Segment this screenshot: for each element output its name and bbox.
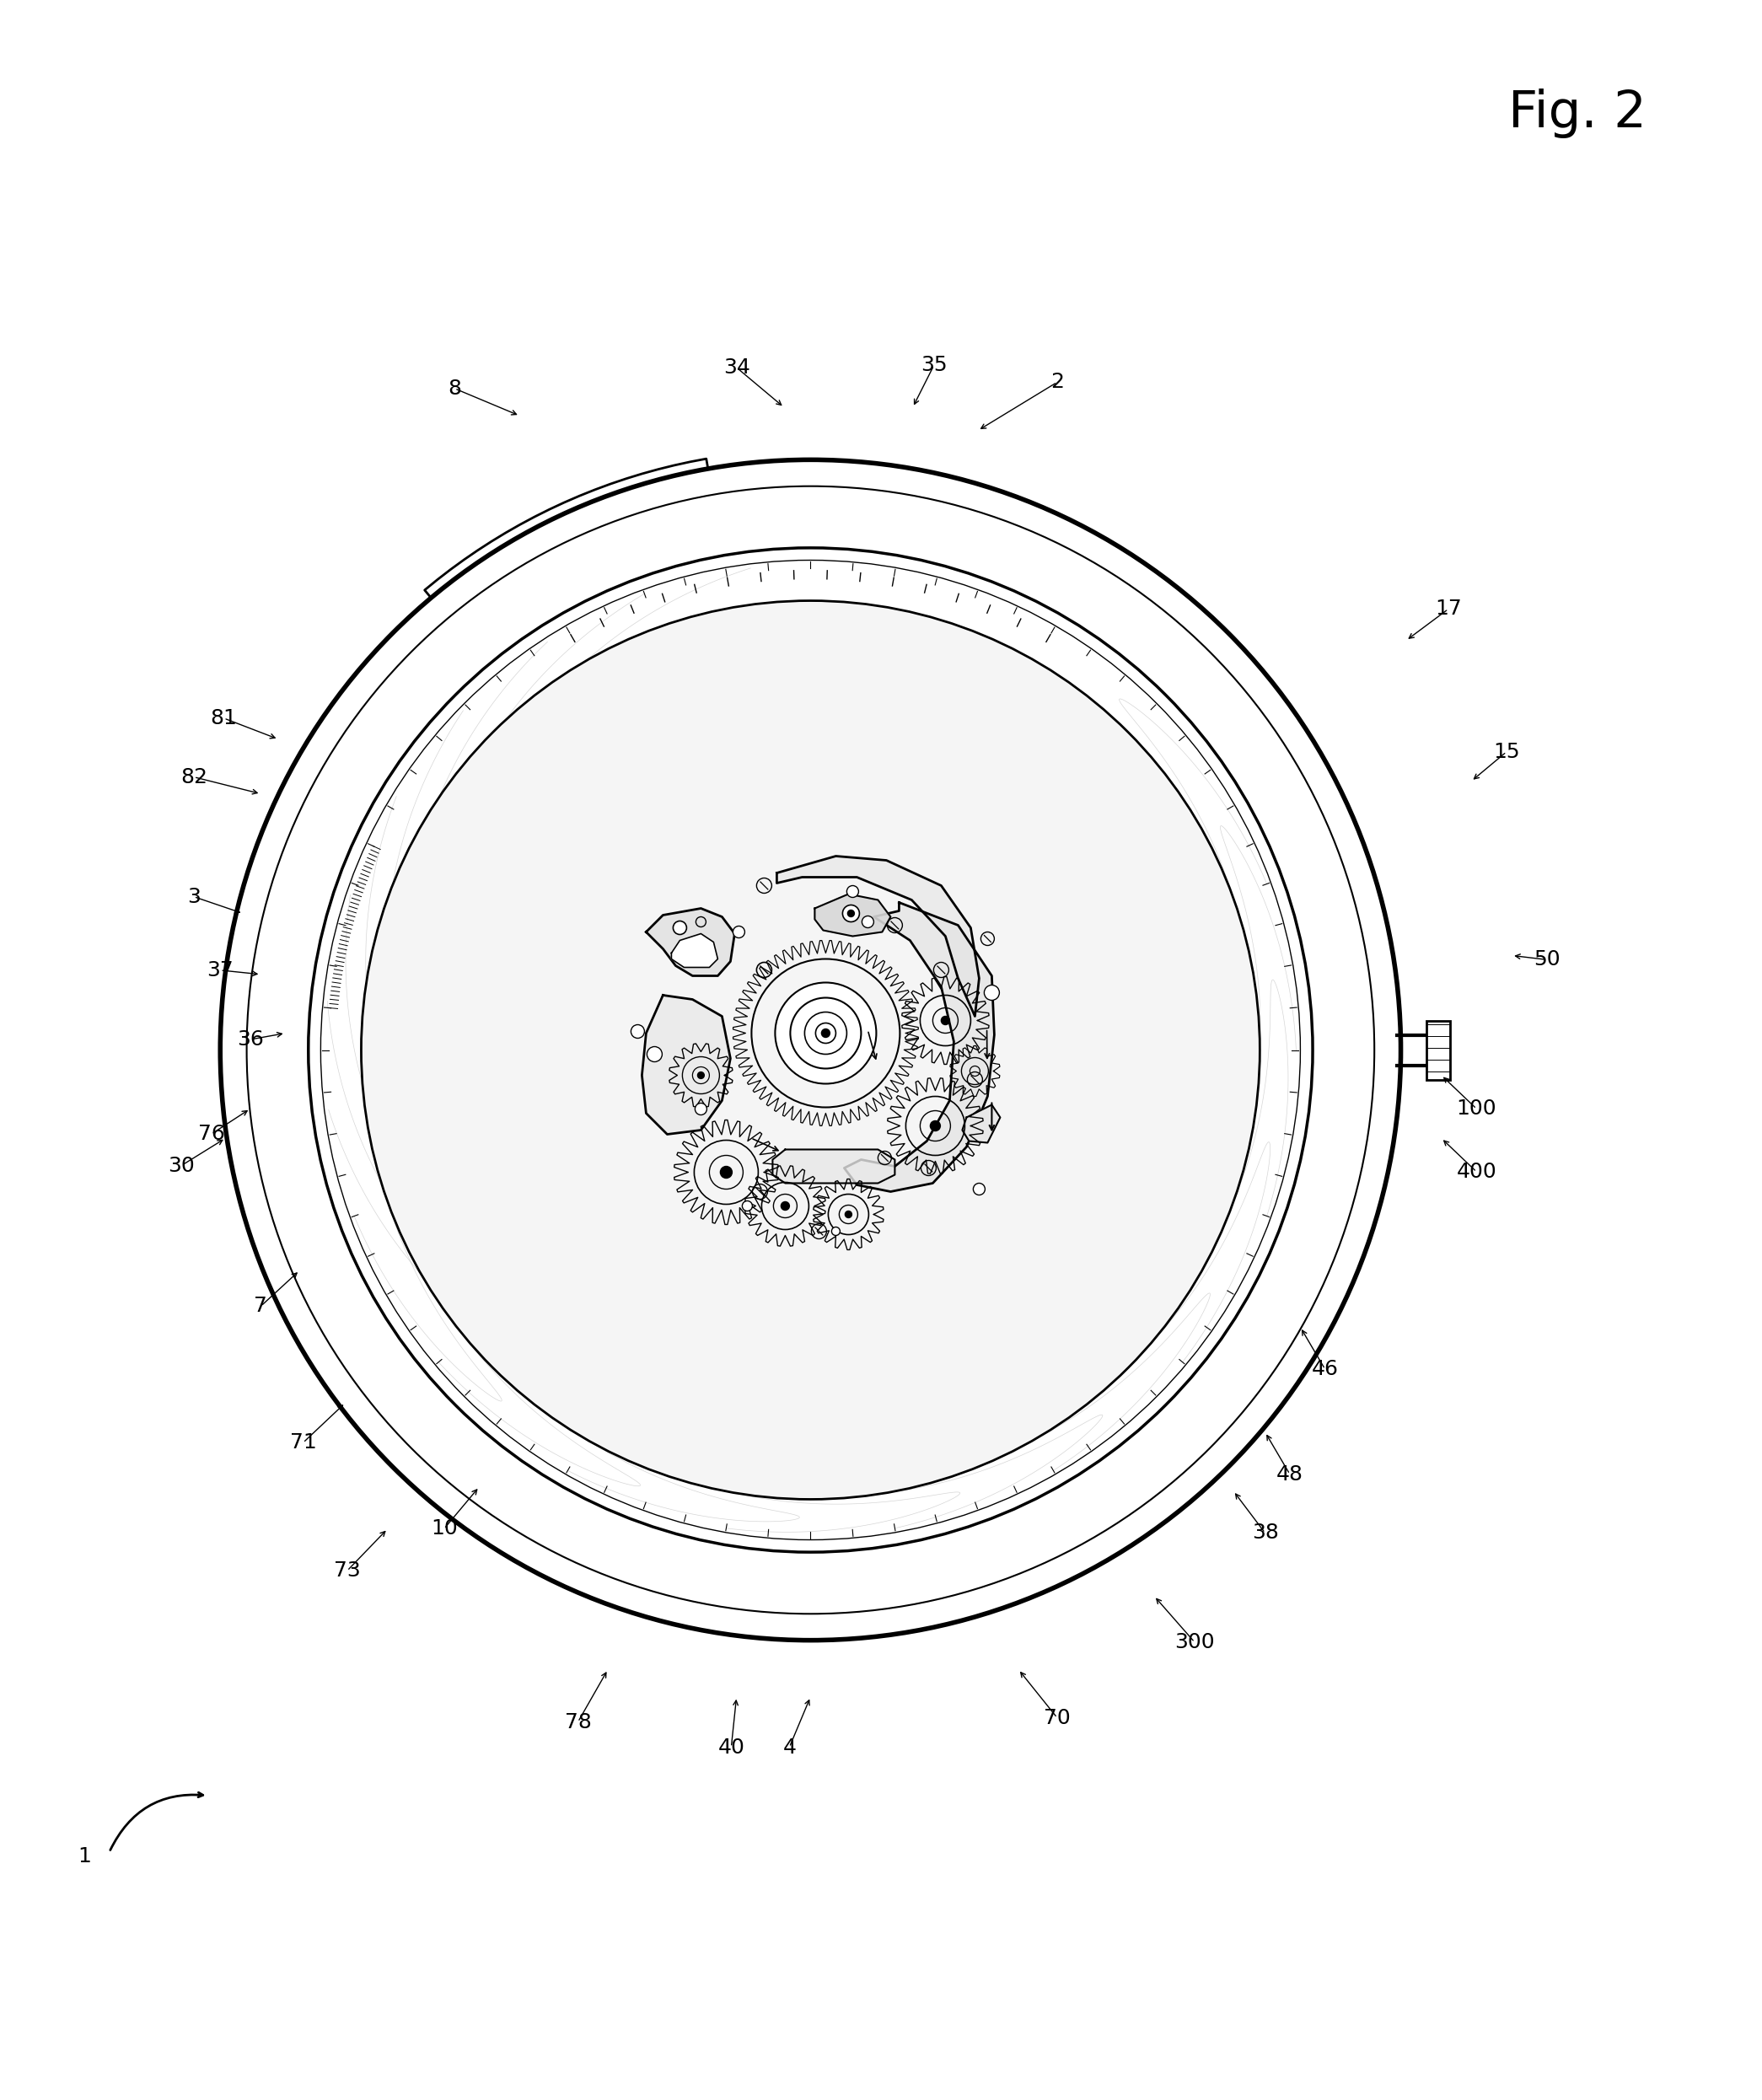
Text: 1: 1 — [78, 1846, 92, 1867]
Text: 78: 78 — [564, 1712, 592, 1732]
Text: 8: 8 — [448, 378, 462, 399]
FancyBboxPatch shape — [1425, 1021, 1450, 1079]
Text: 4: 4 — [782, 1737, 796, 1758]
Circle shape — [775, 983, 876, 1084]
Text: 400: 400 — [1457, 1161, 1496, 1182]
Text: 2: 2 — [1050, 372, 1064, 393]
Circle shape — [862, 916, 874, 928]
Text: 3: 3 — [187, 886, 201, 907]
Text: 76: 76 — [197, 1124, 226, 1145]
Circle shape — [721, 1166, 733, 1178]
Circle shape — [631, 1025, 645, 1037]
Text: 7: 7 — [254, 1296, 268, 1317]
Text: 10: 10 — [430, 1518, 458, 1539]
Text: 71: 71 — [289, 1432, 317, 1453]
Text: 15: 15 — [1492, 741, 1521, 762]
Text: 70: 70 — [1043, 1707, 1071, 1728]
Text: 82: 82 — [180, 766, 208, 788]
Text: 37: 37 — [206, 960, 234, 981]
Text: 40: 40 — [717, 1737, 745, 1758]
Circle shape — [361, 601, 1260, 1499]
Circle shape — [985, 985, 999, 1000]
Polygon shape — [772, 1149, 895, 1182]
Text: 30: 30 — [167, 1155, 196, 1176]
Polygon shape — [777, 857, 980, 1016]
Circle shape — [842, 905, 860, 922]
Text: 38: 38 — [1251, 1522, 1279, 1544]
Circle shape — [848, 886, 858, 897]
Circle shape — [694, 1102, 707, 1115]
Polygon shape — [641, 995, 731, 1134]
Text: 73: 73 — [333, 1560, 361, 1581]
Text: 300: 300 — [1175, 1632, 1214, 1653]
Text: 36: 36 — [236, 1029, 264, 1050]
Text: 48: 48 — [1276, 1464, 1304, 1485]
Circle shape — [930, 1121, 941, 1132]
Text: 34: 34 — [722, 357, 751, 378]
Circle shape — [698, 1071, 705, 1079]
Text: 50: 50 — [1533, 949, 1561, 970]
Circle shape — [821, 1029, 830, 1037]
Text: 35: 35 — [920, 355, 948, 376]
Circle shape — [733, 926, 745, 939]
Circle shape — [848, 909, 855, 918]
Circle shape — [781, 1201, 789, 1210]
Circle shape — [973, 1182, 985, 1195]
Polygon shape — [671, 935, 717, 968]
Circle shape — [846, 1212, 851, 1218]
Polygon shape — [647, 909, 735, 976]
Polygon shape — [962, 1105, 1001, 1142]
Polygon shape — [814, 895, 890, 937]
Polygon shape — [844, 903, 994, 1191]
Circle shape — [742, 1201, 752, 1212]
Text: 81: 81 — [210, 708, 238, 729]
Text: 17: 17 — [1434, 598, 1462, 619]
Circle shape — [816, 1023, 835, 1044]
Text: 46: 46 — [1311, 1359, 1339, 1380]
Circle shape — [673, 922, 687, 934]
Circle shape — [941, 1016, 950, 1025]
Text: Fig. 2: Fig. 2 — [1508, 88, 1646, 139]
Circle shape — [832, 1226, 840, 1235]
Circle shape — [647, 1046, 663, 1063]
Text: 100: 100 — [1457, 1098, 1496, 1119]
